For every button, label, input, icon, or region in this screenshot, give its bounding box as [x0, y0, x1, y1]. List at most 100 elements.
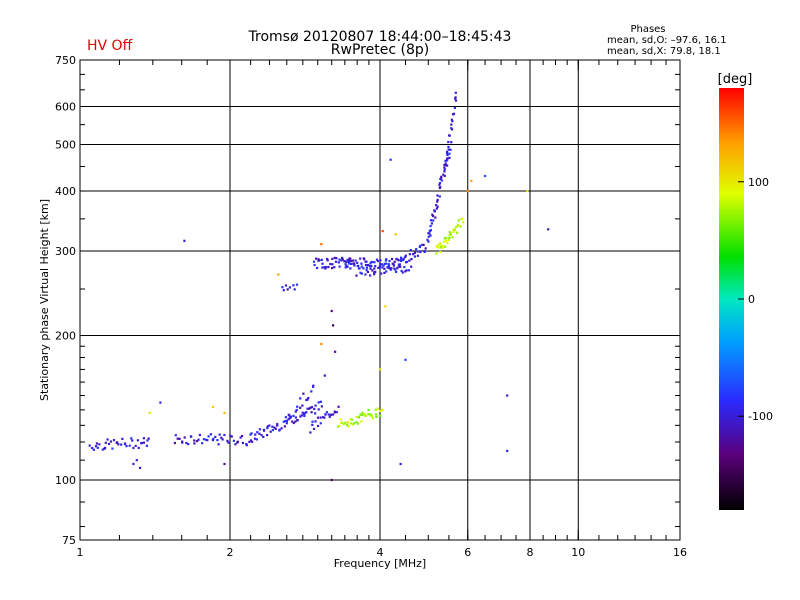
o-mode-point: [268, 424, 271, 427]
o-mode-point: [385, 258, 388, 261]
o-mode-point: [374, 265, 377, 268]
x-tick-label: 10: [571, 546, 585, 559]
o-mode-point: [117, 443, 120, 446]
o-mode-point: [306, 398, 309, 401]
o-mode-point: [360, 265, 363, 268]
x-mode-point: [454, 226, 457, 229]
o-mode-point: [389, 268, 392, 271]
x-mode-point: [437, 246, 440, 249]
o-mode-point: [271, 425, 274, 428]
o-mode-point: [419, 250, 422, 254]
o-mode-point: [241, 441, 244, 445]
o-mode-point: [88, 444, 91, 447]
o-mode-point: [324, 267, 327, 270]
scatter-point: [381, 230, 384, 233]
o-mode-point: [394, 268, 397, 271]
o-mode-point: [230, 435, 233, 438]
o-mode-point: [281, 286, 284, 289]
o-mode-point: [273, 426, 276, 429]
data-points: [88, 91, 550, 482]
o-mode-point: [341, 258, 344, 261]
x-mode-point: [352, 422, 355, 425]
x-mode-point: [457, 224, 460, 227]
o-mode-point: [107, 442, 111, 445]
o-mode-point: [335, 411, 338, 414]
o-mode-point: [338, 258, 341, 261]
x-mode-point: [364, 414, 367, 417]
x-mode-point: [370, 414, 373, 417]
o-mode-point: [310, 406, 313, 409]
o-mode-point: [317, 401, 320, 404]
o-mode-point: [373, 267, 376, 270]
x-mode-point: [444, 239, 448, 242]
o-mode-point: [363, 258, 366, 261]
o-mode-point: [431, 213, 434, 216]
o-mode-point: [256, 431, 259, 434]
o-mode-point: [234, 443, 237, 446]
o-mode-point: [283, 425, 286, 428]
o-mode-point: [408, 253, 411, 256]
o-mode-point: [137, 446, 140, 449]
o-mode-point: [349, 260, 352, 263]
y-tick-label: 200: [55, 330, 76, 343]
o-mode-point: [369, 262, 372, 265]
colorbar-label: [deg]: [718, 72, 753, 87]
o-mode-point: [454, 91, 457, 94]
o-mode-point: [312, 260, 316, 263]
o-mode-point: [140, 441, 143, 445]
x-mode-point: [443, 237, 446, 240]
o-mode-point: [359, 257, 362, 260]
x-mode-point: [342, 422, 345, 426]
scatter-point: [466, 189, 469, 193]
o-mode-point: [274, 427, 277, 430]
x-mode-point: [462, 221, 465, 224]
x-mode-point: [351, 418, 354, 421]
y-tick-label: 600: [55, 101, 76, 114]
o-mode-point: [454, 96, 457, 99]
o-mode-point: [318, 259, 321, 262]
o-mode-point: [416, 250, 419, 253]
o-mode-point: [385, 262, 388, 265]
o-mode-point: [92, 448, 95, 451]
y-tick-label: 750: [55, 54, 76, 67]
o-mode-point: [101, 448, 104, 451]
o-mode-point: [380, 263, 383, 266]
o-mode-point: [299, 397, 302, 400]
o-mode-point: [296, 419, 299, 422]
o-mode-point: [193, 439, 196, 442]
o-mode-point: [385, 270, 388, 273]
o-mode-point: [305, 411, 308, 414]
o-mode-point: [321, 262, 324, 265]
scatter-point: [159, 401, 162, 404]
o-mode-point: [183, 436, 186, 439]
x-mode-point: [374, 413, 378, 416]
scatter-point: [378, 368, 382, 371]
o-mode-point: [338, 265, 341, 268]
o-mode-point: [400, 258, 403, 261]
o-mode-point: [397, 259, 400, 262]
x-mode-point: [356, 422, 359, 425]
x-mode-point: [380, 408, 384, 411]
x-mode-point: [441, 246, 444, 249]
x-mode-point: [359, 413, 362, 416]
o-mode-point: [435, 207, 438, 210]
o-mode-point: [359, 271, 362, 274]
o-mode-point: [447, 148, 450, 151]
o-mode-point: [400, 269, 403, 272]
o-mode-point: [232, 439, 235, 442]
x-mode-point: [361, 411, 364, 414]
o-mode-point: [313, 263, 316, 267]
o-mode-point: [432, 219, 435, 222]
o-mode-point: [400, 259, 403, 262]
o-mode-point: [344, 266, 347, 269]
o-mode-point: [312, 384, 315, 387]
o-mode-point: [446, 150, 449, 153]
o-mode-point: [392, 263, 395, 266]
o-mode-point: [314, 404, 317, 407]
o-mode-point: [371, 261, 374, 264]
o-mode-point: [269, 430, 272, 433]
o-mode-point: [409, 249, 412, 252]
o-mode-point: [447, 145, 450, 149]
o-mode-point: [438, 195, 441, 198]
o-mode-point: [288, 417, 291, 420]
